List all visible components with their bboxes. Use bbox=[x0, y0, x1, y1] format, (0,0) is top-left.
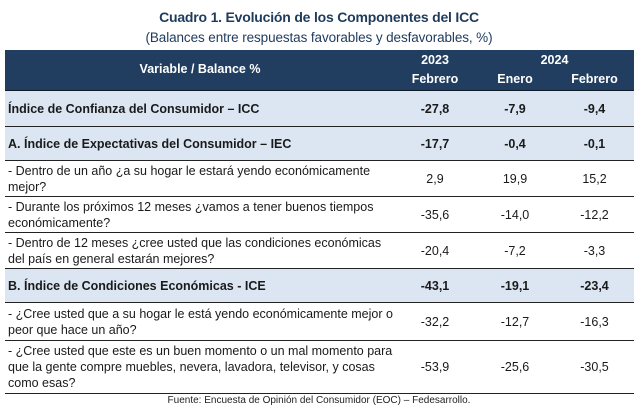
table-title: Cuadro 1. Evolución de los Componentes d… bbox=[159, 9, 479, 25]
table-row: - Dentro de un año ¿a su hogar le estará… bbox=[5, 161, 634, 197]
value-feb-2023: -43,1 bbox=[420, 278, 450, 293]
value-jan-2024: 19,9 bbox=[502, 171, 528, 186]
value-feb-2023: -20,4 bbox=[420, 243, 450, 258]
value-jan-2024: -7,9 bbox=[504, 101, 526, 116]
value-feb-2023: 2,9 bbox=[426, 171, 444, 186]
value-jan-2024: -12,7 bbox=[500, 314, 530, 329]
value-feb-2024: -3,3 bbox=[583, 243, 606, 258]
value-jan-2024: -14,0 bbox=[500, 207, 530, 222]
header-variable: Variable / Balance % bbox=[139, 62, 261, 76]
table-row: - Durante los próximos 12 meses ¿vamos a… bbox=[5, 197, 634, 233]
table-row-icc: Índice de Confianza del Consumidor – ICC… bbox=[5, 91, 634, 127]
row-label: - ¿Cree usted que a su hogar le está yen… bbox=[8, 306, 393, 337]
value-feb-2023: -32,2 bbox=[420, 314, 450, 329]
table-row: - Dentro de 12 meses ¿cree usted que las… bbox=[5, 233, 634, 269]
value-jan-2024: -25,6 bbox=[500, 360, 530, 374]
value-feb-2024: -16,3 bbox=[580, 314, 609, 329]
row-label: - Durante los próximos 12 meses ¿vamos a… bbox=[8, 199, 374, 230]
header-year-2023: 2023 bbox=[421, 53, 449, 67]
header-month-feb-2024: Febrero bbox=[571, 72, 618, 86]
table-row-ice: B. Índice de Condiciones Económicas - IC… bbox=[5, 269, 634, 303]
header-month-jan-2024: Enero bbox=[497, 72, 533, 86]
value-jan-2024: -19,1 bbox=[500, 278, 530, 293]
value-feb-2023: -27,8 bbox=[420, 101, 450, 116]
value-feb-2024: -23,4 bbox=[580, 278, 609, 293]
row-label: - Dentro de un año ¿a su hogar le estará… bbox=[8, 163, 371, 194]
table-row-iec: A. Índice de Expectativas del Consumidor… bbox=[5, 127, 634, 161]
row-label: A. Índice de Expectativas del Consumidor… bbox=[8, 136, 292, 151]
value-feb-2024: -12,2 bbox=[580, 207, 609, 222]
value-feb-2023: -53,9 bbox=[420, 360, 450, 374]
table-header: Variable / Balance % 2023 2024 Febrero E… bbox=[5, 50, 634, 91]
row-label: - Dentro de 12 meses ¿cree usted que las… bbox=[8, 235, 382, 266]
value-feb-2024: -9,4 bbox=[583, 101, 606, 116]
row-label: Índice de Confianza del Consumidor – ICC bbox=[8, 101, 260, 116]
value-feb-2023: -17,7 bbox=[420, 136, 450, 151]
value-jan-2024: -7,2 bbox=[504, 243, 526, 258]
source-note: Fuente: Encuesta de Opinión del Consumid… bbox=[167, 395, 471, 406]
table-row: - ¿Cree usted que este es un buen moment… bbox=[5, 341, 634, 394]
row-label: B. Índice de Condiciones Económicas - IC… bbox=[8, 278, 266, 293]
row-label: - ¿Cree usted que este es un buen moment… bbox=[8, 344, 393, 390]
table-subtitle: (Balances entre respuestas favorables y … bbox=[145, 30, 493, 45]
value-feb-2024: 15,2 bbox=[582, 171, 607, 186]
value-feb-2024: -30,5 bbox=[580, 360, 609, 374]
header-year-2024: 2024 bbox=[540, 53, 569, 67]
header-month-feb-2023: Febrero bbox=[411, 72, 459, 86]
value-jan-2024: -0,4 bbox=[504, 136, 526, 151]
value-feb-2023: -35,6 bbox=[420, 207, 450, 222]
table-row: - ¿Cree usted que a su hogar le está yen… bbox=[5, 303, 634, 341]
value-feb-2024: -0,1 bbox=[583, 136, 606, 151]
icc-table: Variable / Balance % 2023 2024 Febrero E… bbox=[5, 50, 634, 394]
